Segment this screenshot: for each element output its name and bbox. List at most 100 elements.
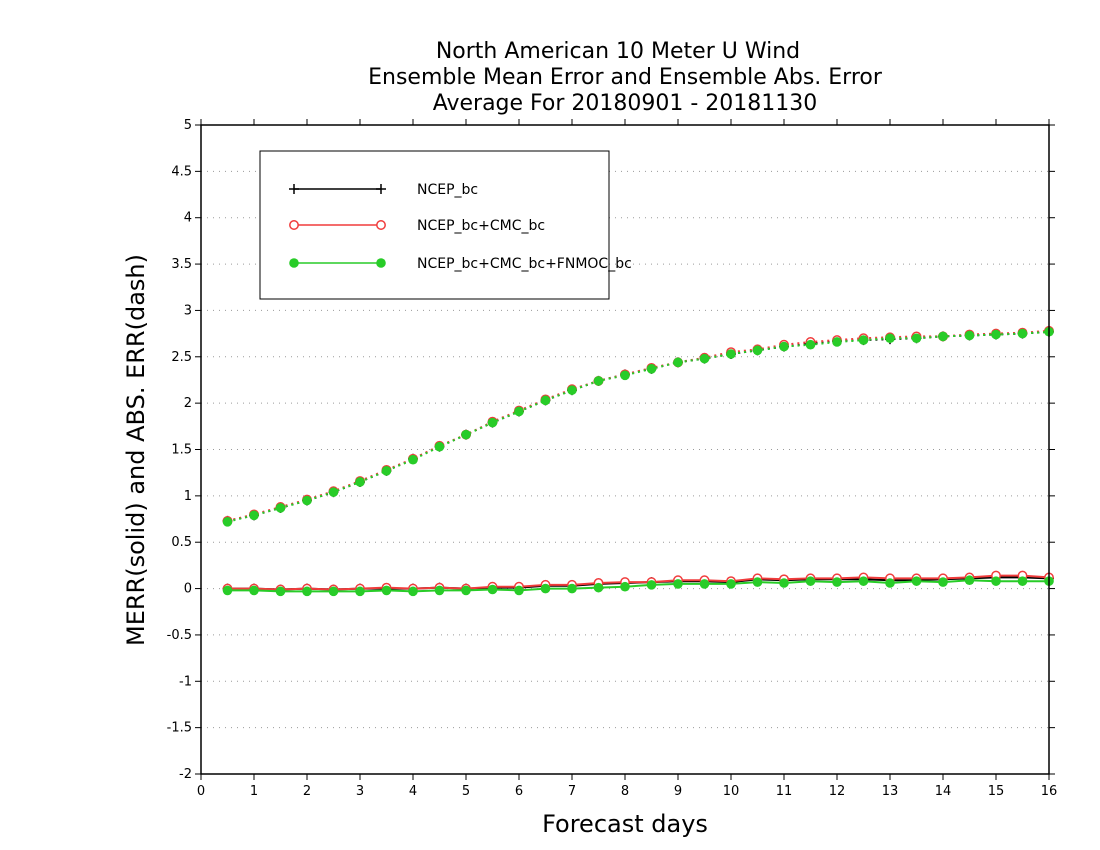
title-line-1: North American 10 Meter U Wind — [436, 39, 800, 64]
merr-point — [408, 586, 418, 597]
legend-label: NCEP_bc — [417, 182, 478, 198]
merr-point — [593, 582, 604, 593]
abserr-point — [938, 331, 948, 342]
legend-marker — [376, 258, 386, 268]
abserr-point — [487, 417, 498, 428]
merr-point — [646, 580, 657, 590]
legend-label: NCEP_bc+CMC_bc+FNMOC_bc — [417, 256, 632, 272]
series-2 — [222, 326, 1054, 597]
abserr-point — [540, 395, 551, 406]
y-tick-label: 1 — [184, 489, 192, 504]
x-tick-label: 5 — [462, 784, 470, 799]
x-tick-label: 0 — [197, 784, 205, 799]
abserr-point — [408, 454, 418, 465]
x-tick-label: 16 — [1041, 784, 1058, 799]
merr-point — [938, 577, 948, 587]
legend-marker — [289, 258, 299, 268]
abserr-point — [911, 333, 922, 344]
abserr-point — [381, 466, 392, 476]
abserr-point — [832, 337, 842, 347]
legend: NCEP_bc NCEP_bc+CMC_bc NCEP_bc+CMC_bc+FNMO… — [259, 150, 632, 300]
legend-marker — [289, 184, 299, 194]
gridlines — [195, 119, 1055, 780]
y-tick-label: 0.5 — [171, 535, 192, 550]
plot-frame — [200, 124, 1050, 775]
abserr-point — [858, 335, 869, 345]
merr-point — [885, 578, 895, 588]
y-tick-label: 3 — [184, 303, 192, 318]
x-axis-label: Forecast days — [542, 810, 708, 838]
abserr-point — [646, 364, 657, 374]
y-tick-labels: -2 -1.5 -1 -0.5 0 0.5 1 1.5 2 2.5 3 3.5 4 4.5 5 — [167, 118, 192, 782]
merr-point — [1017, 576, 1028, 586]
merr-point — [567, 583, 577, 594]
title-line-3: Average For 20180901 - 20181130 — [433, 91, 818, 116]
merr-point — [461, 585, 471, 596]
merr-point — [328, 586, 339, 597]
legend-item-0: NCEP_bc — [289, 182, 478, 198]
y-tick-label: -2 — [179, 767, 192, 782]
legend-item-2: NCEP_bc+CMC_bc+FNMOC_bc — [289, 256, 632, 272]
abserr-point — [249, 510, 259, 521]
merr-point — [434, 585, 445, 596]
x-tick-label: 8 — [621, 784, 629, 799]
series-1 — [222, 325, 1054, 595]
x-tick-labels: 0 1 2 3 4 5 6 7 8 9 10 11 12 13 14 15 16 — [197, 784, 1057, 799]
series-0 — [222, 326, 1054, 595]
merr-point — [726, 579, 736, 589]
abserr-point — [991, 329, 1001, 340]
y-tick-label: -1.5 — [167, 721, 192, 736]
merr-point — [487, 584, 498, 595]
merr-point — [858, 576, 869, 586]
merr-point — [779, 578, 789, 588]
merr-point — [302, 586, 312, 597]
y-tick-label: -0.5 — [167, 628, 192, 643]
merr-point — [275, 586, 286, 597]
merr-point — [805, 576, 816, 586]
x-tick-label: 2 — [303, 784, 311, 799]
x-tick-label: 14 — [935, 784, 952, 799]
abserr-point — [779, 341, 789, 352]
legend-marker — [376, 220, 386, 230]
y-axis-label: MERR(solid) and ABS. ERR(dash) — [122, 254, 150, 646]
y-tick-label: 5 — [184, 118, 192, 133]
abserr-line — [227, 330, 1050, 523]
y-tick-label: 2 — [184, 396, 192, 411]
legend-item-1: NCEP_bc+CMC_bc — [289, 218, 545, 234]
y-tick-label: 3.5 — [171, 257, 192, 272]
y-tick-label: 4 — [184, 211, 192, 226]
x-tick-label: 10 — [723, 784, 740, 799]
y-tick-label: 0 — [184, 582, 192, 597]
abserr-point — [726, 349, 736, 359]
merr-point — [832, 577, 842, 587]
x-tick-label: 12 — [829, 784, 846, 799]
title-line-2: Ensemble Mean Error and Ensemble Abs. Er… — [368, 65, 883, 90]
x-tick-label: 1 — [250, 784, 258, 799]
abserr-point — [302, 495, 312, 506]
y-tick-label: 2.5 — [171, 350, 192, 365]
x-tick-label: 4 — [409, 784, 417, 799]
abserr-point — [699, 353, 710, 364]
abserr-point — [434, 441, 445, 452]
merr-point — [381, 585, 392, 596]
merr-point — [355, 586, 365, 597]
merr-point — [222, 585, 233, 596]
x-tick-label: 9 — [674, 784, 682, 799]
abserr-line — [227, 330, 1050, 522]
abserr-point — [673, 357, 683, 368]
legend-label: NCEP_bc+CMC_bc — [417, 218, 545, 234]
abserr-point — [1017, 328, 1028, 339]
legend-marker — [376, 184, 386, 194]
abserr-point — [222, 517, 233, 527]
x-tick-label: 11 — [776, 784, 793, 799]
merr-line — [227, 574, 1050, 591]
x-tick-label: 6 — [515, 784, 523, 799]
abserr-point — [752, 345, 763, 356]
y-tick-label: 4.5 — [171, 164, 192, 179]
merr-point — [752, 577, 763, 587]
abserr-point — [620, 370, 630, 381]
merr-point — [540, 583, 551, 594]
abserr-point — [514, 406, 524, 417]
merr-point — [911, 576, 922, 586]
